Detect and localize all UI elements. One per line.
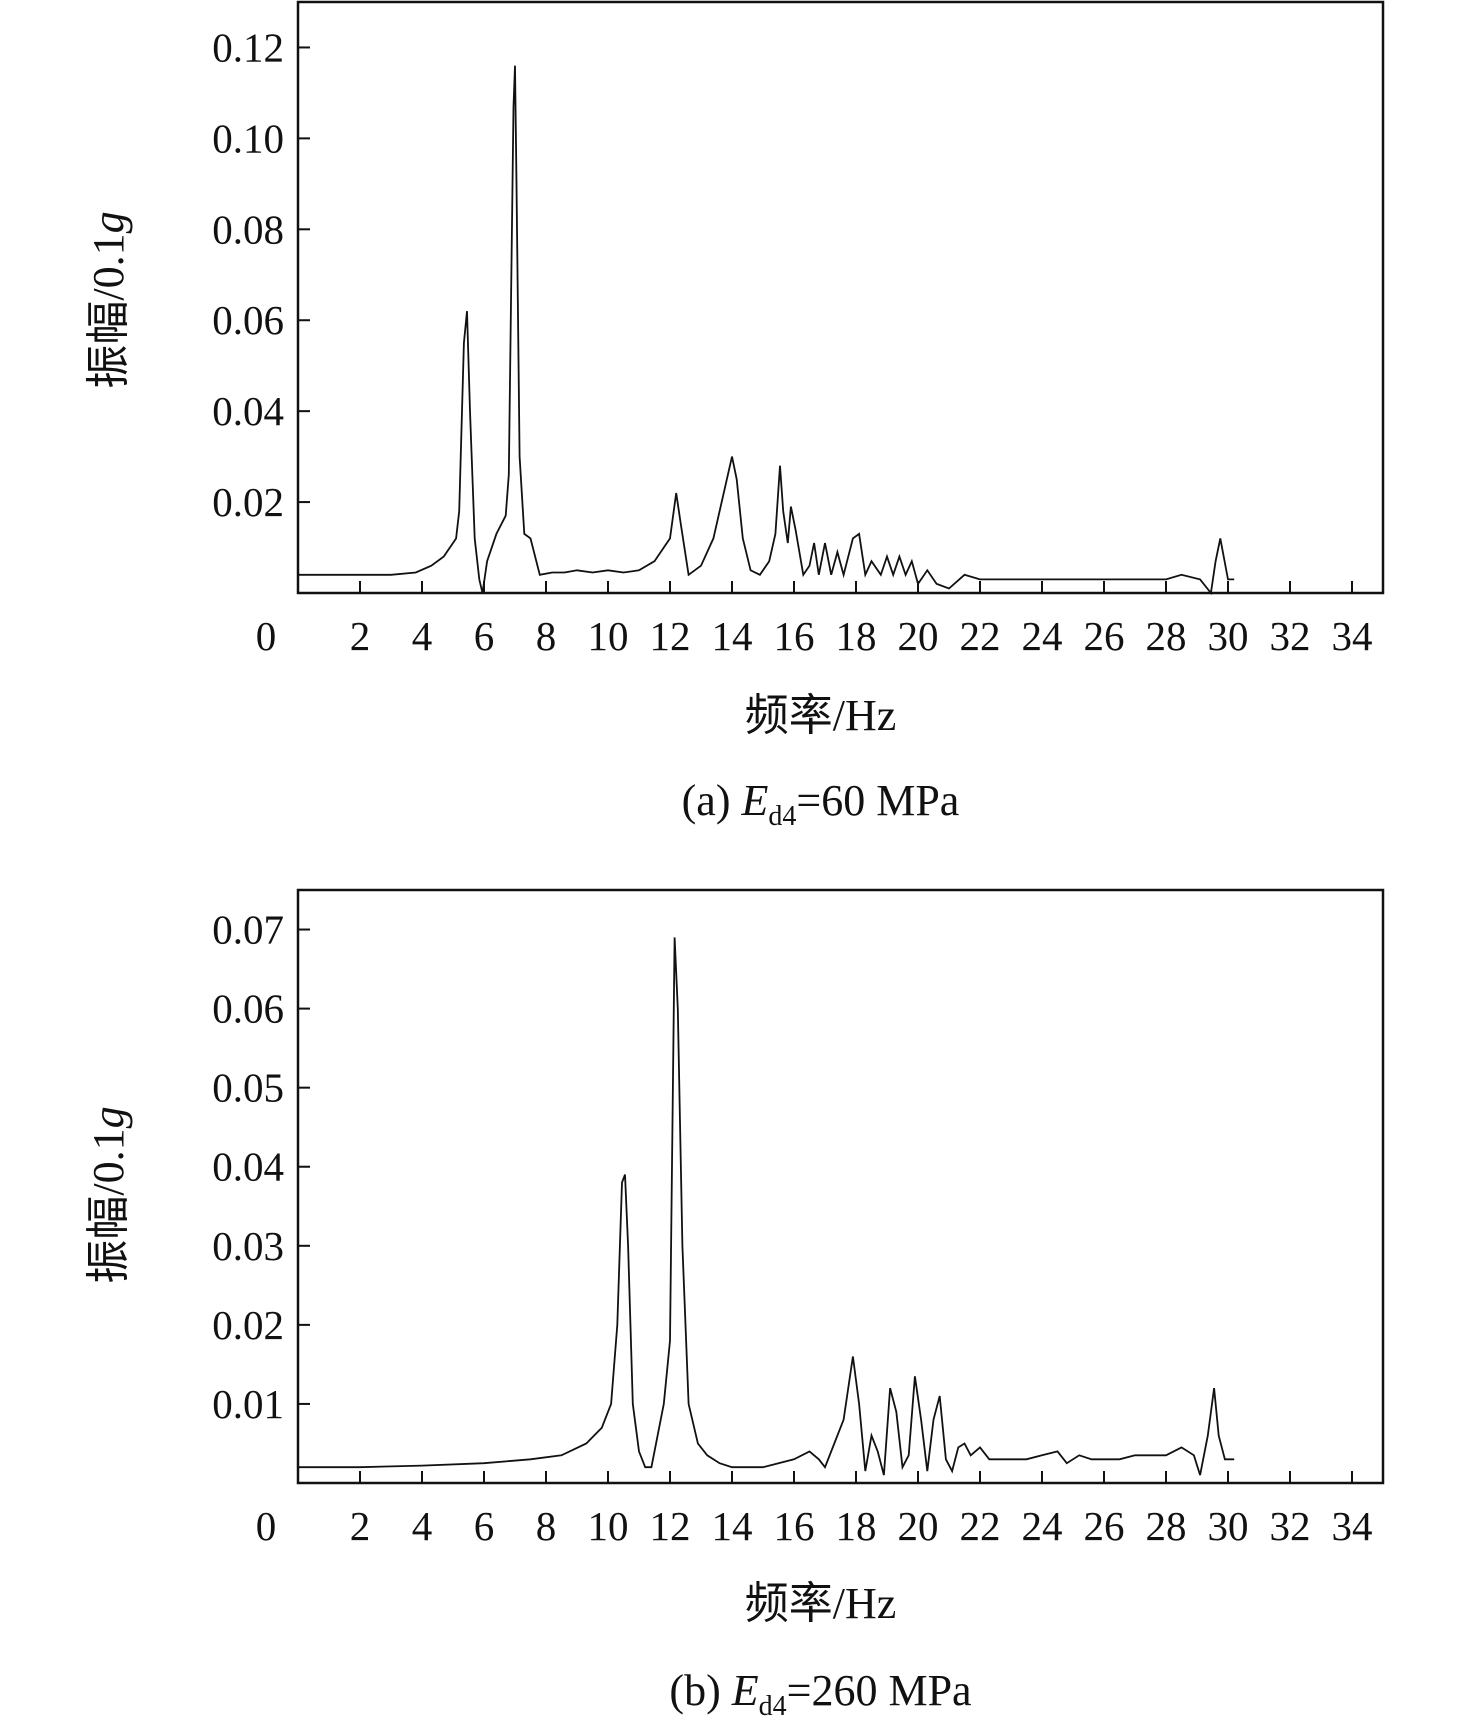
caption-subscript: d4 bbox=[768, 801, 796, 832]
y-axis-label: 振幅/0.1g bbox=[84, 1106, 133, 1283]
y-tick-label: 0.05 bbox=[212, 1065, 284, 1111]
x-tick-label: 8 bbox=[536, 613, 557, 659]
x-tick-label: 8 bbox=[536, 1503, 557, 1549]
x-tick-label: 28 bbox=[1146, 1503, 1187, 1549]
y-axis-label: 振幅/0.1g bbox=[84, 211, 133, 388]
x-axis-label: 频率/Hz bbox=[745, 691, 897, 740]
chart-panel-a: 0 2 4 6 8 10 12 14 16 18 20 22 24 26 28 30 32 340.020.040… bbox=[84, 0, 1385, 832]
caption-prefix: (b) bbox=[669, 1666, 731, 1715]
y-tick-label: 0.02 bbox=[212, 1302, 284, 1348]
caption-suffix: =60 MPa bbox=[796, 776, 959, 825]
y-tick-label: 0.08 bbox=[212, 206, 284, 252]
y-tick-label: 0.01 bbox=[212, 1381, 284, 1427]
chart-panel-b: 0 2 4 6 8 10 12 14 16 18 20 22 24 26 28 30 32 340.010.020… bbox=[84, 888, 1385, 1722]
x-tick-label: 30 bbox=[1208, 613, 1249, 659]
x-tick-label: 4 bbox=[412, 613, 433, 659]
x-tick-label: 26 bbox=[1084, 613, 1125, 659]
caption-prefix: (a) bbox=[682, 776, 742, 825]
x-tick-label: 32 bbox=[1270, 613, 1311, 659]
x-tick-label: 24 bbox=[1022, 1503, 1063, 1549]
x-tick-label: 26 bbox=[1084, 1503, 1125, 1549]
x-tick-label: 12 bbox=[650, 613, 691, 659]
series-line bbox=[298, 937, 1235, 1476]
x-tick-label: 2 bbox=[350, 613, 371, 659]
x-tick-label: 10 bbox=[588, 1503, 629, 1549]
x-tick-label: 16 bbox=[774, 613, 815, 659]
x-tick-label: 6 bbox=[474, 613, 495, 659]
x-tick-label: 30 bbox=[1208, 1503, 1249, 1549]
x-tick-label: 22 bbox=[960, 613, 1001, 659]
x-tick-label: 18 bbox=[836, 1503, 877, 1549]
caption-symbol: E bbox=[731, 1666, 759, 1715]
y-axis-label-main: 振幅/0.1 bbox=[84, 1128, 133, 1283]
y-axis-label-main: 振幅/0.1 bbox=[84, 233, 133, 388]
y-axis-label-unit: g bbox=[84, 1106, 133, 1128]
series-line bbox=[298, 65, 1235, 596]
caption-suffix: =260 MPa bbox=[787, 1666, 972, 1715]
x-tick-label: 34 bbox=[1332, 613, 1373, 659]
caption-subscript: d4 bbox=[759, 1691, 787, 1722]
caption-symbol: E bbox=[741, 776, 769, 825]
x-tick-label: 22 bbox=[960, 1503, 1001, 1549]
x-axis-label: 频率/Hz bbox=[745, 1579, 897, 1628]
y-tick-label: 0.04 bbox=[212, 388, 284, 434]
plot-frame bbox=[296, 0, 1385, 595]
x-tick-label: 14 bbox=[712, 1503, 753, 1549]
y-tick-label: 0.04 bbox=[212, 1144, 284, 1190]
x-tick-label: 16 bbox=[774, 1503, 815, 1549]
x-tick-label: 18 bbox=[836, 613, 877, 659]
y-tick-label: 0.03 bbox=[212, 1223, 284, 1269]
x-tick-label: 20 bbox=[898, 613, 939, 659]
x-tick-label: 34 bbox=[1332, 1503, 1373, 1549]
x-tick-label: 0 bbox=[256, 613, 277, 659]
x-tick-label: 10 bbox=[588, 613, 629, 659]
x-tick-label: 32 bbox=[1270, 1503, 1311, 1549]
x-tick-label: 6 bbox=[474, 1503, 495, 1549]
x-tick-label: 12 bbox=[650, 1503, 691, 1549]
y-tick-label: 0.12 bbox=[212, 24, 284, 70]
panel-caption: (b) Ed4=260 MPa bbox=[669, 1666, 971, 1722]
x-tick-label: 4 bbox=[412, 1503, 433, 1549]
x-tick-label: 0 bbox=[256, 1503, 277, 1549]
y-tick-label: 0.02 bbox=[212, 479, 284, 525]
x-tick-label: 2 bbox=[350, 1503, 371, 1549]
x-tick-label: 28 bbox=[1146, 613, 1187, 659]
x-tick-label: 20 bbox=[898, 1503, 939, 1549]
y-tick-label: 0.07 bbox=[212, 907, 284, 953]
y-tick-label: 0.06 bbox=[212, 297, 284, 343]
panel-caption: (a) Ed4=60 MPa bbox=[682, 776, 960, 832]
x-tick-label: 24 bbox=[1022, 613, 1063, 659]
y-tick-label: 0.06 bbox=[212, 986, 284, 1032]
x-tick-label: 14 bbox=[712, 613, 753, 659]
plot-frame bbox=[296, 888, 1385, 1485]
y-tick-label: 0.10 bbox=[212, 115, 284, 161]
y-axis-label-unit: g bbox=[84, 211, 133, 233]
